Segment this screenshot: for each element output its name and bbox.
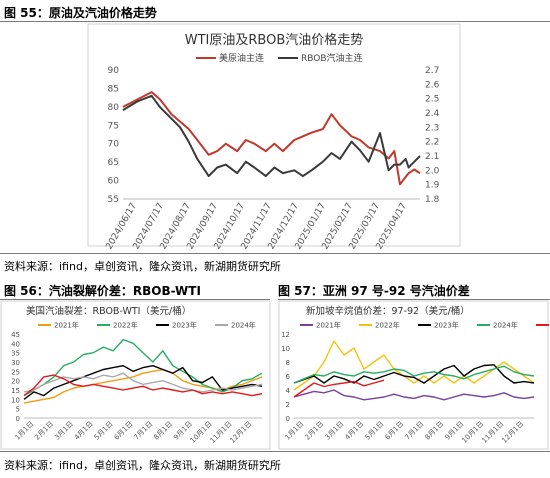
- y-right-tick-label-1: 1.8: [425, 195, 440, 205]
- series-line-5: [293, 379, 385, 398]
- y-right-tick-label-3: 2.0: [425, 166, 440, 176]
- y-tick-label-4: 15: [11, 387, 20, 395]
- figure-57-title: 图 57：亚洲 97 号-92 号汽油价差: [278, 284, 470, 298]
- y-tick-label-6: 25: [11, 368, 20, 376]
- y-right-tick-label-10: 2.7: [425, 66, 439, 76]
- legend-label-4: 2024年: [231, 320, 256, 329]
- series-line-2: [122, 94, 421, 178]
- source-note-2: 资料来源：ifind，卓创资讯，隆众资讯，新湖期货研究所: [4, 459, 281, 472]
- chart-octane-spread: 新加坡辛烷值价差：97-92（美元/桶） 2021年 2022年 2023年 2024年…: [278, 300, 549, 450]
- y-tick-label-3: 4: [286, 387, 291, 395]
- chart-frame: [87, 23, 461, 247]
- legend-label-2: RBOB汽油主连: [301, 52, 363, 64]
- y-tick-label-5: 20: [11, 378, 20, 386]
- y-right-tick-label-7: 2.4: [425, 109, 440, 119]
- figure-56-title: 图 56：汽油裂解价差：RBOB-WTI: [4, 284, 201, 298]
- y-tick-label-8: 90: [108, 66, 120, 76]
- y-tick-label-5: 75: [108, 121, 119, 131]
- source-divider-2: [0, 451, 550, 452]
- legend-label-4: 2024年: [493, 320, 518, 329]
- y-right-tick-label-9: 2.6: [425, 80, 440, 90]
- y-right-tick-label-6: 2.3: [425, 123, 439, 133]
- series-line-4: [293, 365, 535, 384]
- y-tick-label-3: 65: [108, 158, 119, 168]
- figure-57-divider: [278, 299, 550, 300]
- legend-label-1: 2021年: [316, 320, 341, 329]
- series-line-2: [23, 338, 263, 397]
- y-tick-label-7: 30: [11, 359, 20, 367]
- legend-label-2: 2022年: [375, 320, 400, 329]
- y-right-tick-label-8: 2.5: [425, 95, 439, 105]
- y-tick-label-7: 85: [108, 84, 119, 94]
- y-tick-label-4: 6: [286, 373, 291, 381]
- y-right-tick-label-4: 2.1: [425, 152, 439, 162]
- legend-label-2: 2022年: [113, 320, 138, 329]
- legend-label-1: 美原油主连: [219, 52, 264, 64]
- y-tick-label-1: 0: [286, 415, 290, 423]
- figure-55-divider: [0, 21, 550, 22]
- y-tick-label-5: 8: [286, 359, 290, 367]
- series-line-1: [122, 91, 421, 186]
- source-divider-1: [0, 253, 550, 254]
- y-tick-label-8: 35: [11, 350, 20, 358]
- y-tick-label-2: 2: [286, 401, 290, 409]
- y-tick-label-2: 5: [16, 406, 20, 414]
- y-tick-label-6: 10: [281, 345, 290, 353]
- series-line-5: [23, 374, 263, 397]
- chart-title: WTI原油及RBOB汽油价格走势: [185, 32, 364, 48]
- chart-gasoline-crack-spread: 美国汽油裂差：RBOB-WTI（美元/桶） 2021年 2022年 2023年 2024…: [0, 300, 271, 450]
- source-note-1: 资料来源：ifind，卓创资讯，隆众资讯，新湖期货研究所: [4, 260, 281, 273]
- y-right-tick-label-2: 1.9: [425, 181, 440, 191]
- y-tick-label-2: 60: [108, 177, 120, 187]
- legend-label-3: 2023年: [172, 320, 197, 329]
- series-line-4: [23, 372, 263, 393]
- y-tick-label-9: 40: [11, 340, 20, 348]
- series-line-3: [293, 364, 535, 384]
- figure-56-divider: [0, 299, 270, 300]
- chart-title: 新加坡辛烷值价差：97-92（美元/桶）: [306, 305, 470, 317]
- y-tick-label-6: 80: [108, 103, 120, 113]
- series-line-3: [23, 364, 263, 400]
- y-tick-label-10: 45: [11, 331, 20, 339]
- y-tick-label-4: 70: [108, 140, 120, 150]
- legend-label-3: 2023年: [434, 320, 459, 329]
- y-tick-label-3: 10: [11, 396, 20, 404]
- y-tick-label-1: 55: [108, 195, 119, 205]
- series-line-1: [293, 389, 535, 401]
- y-tick-label-1: 0: [16, 415, 20, 423]
- y-right-tick-label-5: 2.2: [425, 138, 439, 148]
- legend-label-1: 2021年: [54, 320, 79, 329]
- chart-title: 美国汽油裂差：RBOB-WTI（美元/桶）: [26, 305, 191, 317]
- y-tick-label-7: 12: [281, 331, 290, 339]
- figure-55-title: 图 55：原油及汽油价格走势: [4, 6, 157, 20]
